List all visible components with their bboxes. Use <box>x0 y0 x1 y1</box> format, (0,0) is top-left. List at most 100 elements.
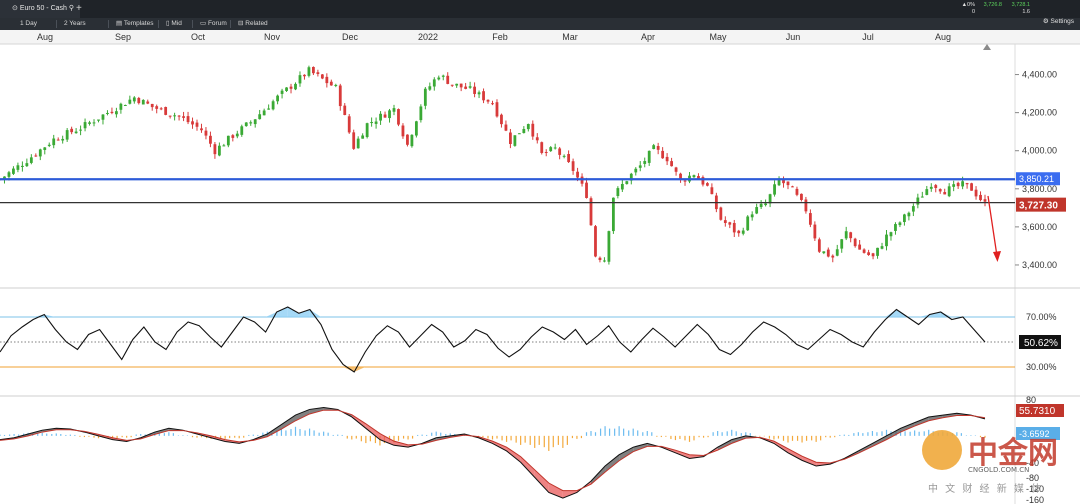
candle-body <box>880 246 884 249</box>
chart-toolbar: 1 Day 2 Years ▤ Templates ▯ Mid ▭ Forum … <box>0 18 1080 30</box>
macd-fill <box>619 447 634 461</box>
price-tick-label: 4,000.00 <box>1022 146 1057 156</box>
macd-fill <box>267 424 282 437</box>
candle-body <box>983 199 987 202</box>
watermark-brand: 中金网 <box>968 436 1058 471</box>
candle-body <box>303 74 306 77</box>
macd-fill <box>365 423 380 440</box>
tab-euro50[interactable]: ⊙ Euro 50 - Cash ⚲ <box>0 0 81 18</box>
candle-body <box>446 75 450 84</box>
divider <box>192 20 193 28</box>
month-tick-label: Oct <box>191 32 206 42</box>
candle-body <box>876 247 879 256</box>
overbought-fill <box>33 314 45 317</box>
price-type-button[interactable]: ▯ Mid <box>166 20 182 27</box>
settings-button[interactable]: ⚙ Settings <box>1042 18 1074 25</box>
candle-body <box>571 161 575 171</box>
month-tick-label: Dec <box>342 32 359 42</box>
quote-bid[interactable]: 3,726.8 <box>983 2 1002 8</box>
candle-body <box>862 249 866 253</box>
candle-body <box>56 139 60 141</box>
quote-offer[interactable]: 3,728.1 1.6 <box>1011 2 1030 15</box>
macd-fill <box>520 456 535 478</box>
candle-body <box>526 124 530 130</box>
candle-body <box>204 130 208 136</box>
candle-body <box>585 182 588 198</box>
templates-button[interactable]: ▤ Templates <box>116 20 154 27</box>
interval-select[interactable]: 1 Day <box>20 20 37 27</box>
month-tick-label: May <box>709 32 727 42</box>
candle-body <box>406 134 409 145</box>
macd-fill <box>675 450 690 459</box>
candle-body <box>182 116 185 118</box>
candle-body <box>137 98 141 104</box>
candle-body <box>491 103 494 105</box>
candle-body <box>522 129 526 133</box>
candle-body <box>504 124 508 131</box>
candle-body <box>262 110 266 116</box>
macd-tick-label: -80 <box>1026 473 1039 483</box>
candle-body <box>459 83 463 88</box>
candle-body <box>607 231 611 262</box>
candle-body <box>625 181 629 185</box>
divider <box>56 20 57 28</box>
candle-body <box>191 121 194 125</box>
candle-body <box>943 192 947 195</box>
candle-body <box>764 203 768 206</box>
candle-body <box>885 234 888 247</box>
candle-body <box>128 99 132 104</box>
candle-body <box>652 145 656 150</box>
candle-body <box>750 214 754 218</box>
candle-body <box>244 122 248 127</box>
candle-body <box>840 239 844 249</box>
candle-body <box>29 157 33 163</box>
candle-body <box>616 188 620 196</box>
candle-body <box>43 147 47 150</box>
macd-current-label: 55.7310 <box>1019 406 1056 417</box>
candle-body <box>661 150 665 159</box>
range-select[interactable]: 2 Years <box>64 20 86 27</box>
candle-body <box>383 114 387 118</box>
candle-body <box>871 253 875 257</box>
candle-body <box>61 138 65 141</box>
candle-body <box>956 182 960 187</box>
candle-body <box>911 206 915 212</box>
price-tick-label: 3,600.00 <box>1022 222 1057 232</box>
candle-body <box>473 86 476 94</box>
macd-fill <box>534 469 549 493</box>
candle-body <box>741 230 745 234</box>
candle-body <box>620 183 624 190</box>
macd-fill <box>295 409 310 421</box>
candle-body <box>397 109 400 125</box>
candle-body <box>65 130 69 140</box>
candle-body <box>482 91 485 101</box>
osc-tick-label: 70.00% <box>1026 312 1057 322</box>
candle-body <box>500 114 503 125</box>
candle-body <box>334 84 338 87</box>
candle-body <box>929 186 933 189</box>
candle-body <box>217 145 221 156</box>
candle-body <box>567 154 571 163</box>
chart-area[interactable]: Aug Sep Oct Nov Dec 2022 Feb Mar Apr May Jun Jul Aug… <box>0 30 1080 504</box>
candle-body <box>92 122 96 124</box>
macd-line <box>0 407 986 499</box>
search-icon[interactable]: ⚲ <box>68 5 75 12</box>
month-tick-label: Aug <box>37 32 53 42</box>
related-button[interactable]: ⊟ Related <box>238 20 268 27</box>
candle-body <box>294 83 297 90</box>
month-tick-label: Aug <box>935 32 951 42</box>
level-label-box <box>1016 172 1060 186</box>
divider <box>230 20 231 28</box>
candle-body <box>267 108 271 110</box>
macd-tick-label: -160 <box>1026 495 1044 504</box>
candle-body <box>706 183 709 186</box>
candle-body <box>656 146 660 150</box>
add-tab-icon[interactable]: + <box>76 3 82 14</box>
scroll-marker-icon[interactable] <box>983 44 991 50</box>
candle-body <box>316 72 320 74</box>
osc-current-label: 50.62% <box>1024 338 1058 349</box>
candle-body <box>468 86 472 88</box>
month-tick-label: Feb <box>492 32 508 42</box>
candle-body <box>683 180 687 182</box>
forum-button[interactable]: ▭ Forum <box>200 20 227 27</box>
